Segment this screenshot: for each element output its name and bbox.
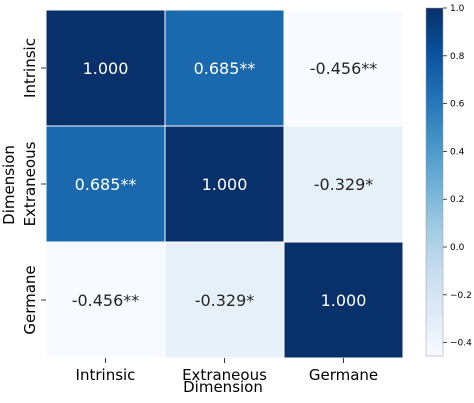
colorbar xyxy=(425,7,444,357)
cell-value-label: 1.000 xyxy=(321,291,367,310)
y-axis-title: Dimension xyxy=(0,145,18,225)
heatmap-cell xyxy=(45,125,166,243)
y-tick-label: Intrinsic xyxy=(21,38,39,98)
cell-value-label: -0.456** xyxy=(72,291,140,310)
colorbar-tick-label: 0.6 xyxy=(450,100,465,110)
heatmap-cell xyxy=(164,9,285,127)
x-tick-label: Intrinsic xyxy=(76,366,136,384)
y-tick-label: Extraneous xyxy=(21,141,39,226)
heatmap-cell xyxy=(45,9,166,127)
colorbar-tick-label: 0.2 xyxy=(450,195,464,205)
colorbar-tick-label: −0.4 xyxy=(450,339,472,349)
colorbar-tick-label: 0.4 xyxy=(450,147,465,157)
y-tick-label: Germane xyxy=(21,265,39,334)
cell-value-label: 1.000 xyxy=(83,59,129,78)
y-tick-labels: Intrinsic Extraneous Germane xyxy=(21,38,46,335)
colorbar-ticks: 1.0 0.8 0.6 0.4 0.2 0.0 −0.2 −0.4 xyxy=(443,4,472,349)
heatmap-cell xyxy=(164,125,285,243)
heatmap-cell xyxy=(283,125,404,243)
heatmap-cell xyxy=(283,9,404,127)
heatmap-cells: 1.000 0.685** -0.456** 0.685** 1.000 -0.329* -… xyxy=(45,9,404,359)
x-tick-labels: Intrinsic Extraneous Germane xyxy=(76,358,378,384)
cell-value-label: -0.456** xyxy=(310,59,378,78)
cell-value-label: -0.329* xyxy=(314,175,374,194)
x-tick-label: Germane xyxy=(309,366,378,384)
heatmap-cell xyxy=(164,241,285,359)
cell-value-label: 0.685** xyxy=(194,59,256,78)
cell-value-label: -0.329* xyxy=(195,291,255,310)
cell-value-label: 0.685** xyxy=(75,175,137,194)
colorbar-tick-label: 0.0 xyxy=(450,243,465,253)
x-tick-label: Extraneous xyxy=(182,366,267,384)
colorbar-tick-label: 0.8 xyxy=(450,52,465,62)
x-axis-title: Dimension xyxy=(183,378,263,396)
cell-value-label: 1.000 xyxy=(202,175,248,194)
colorbar-tick-label: 1.0 xyxy=(450,4,465,14)
colorbar-tick-label: −0.2 xyxy=(450,291,472,301)
